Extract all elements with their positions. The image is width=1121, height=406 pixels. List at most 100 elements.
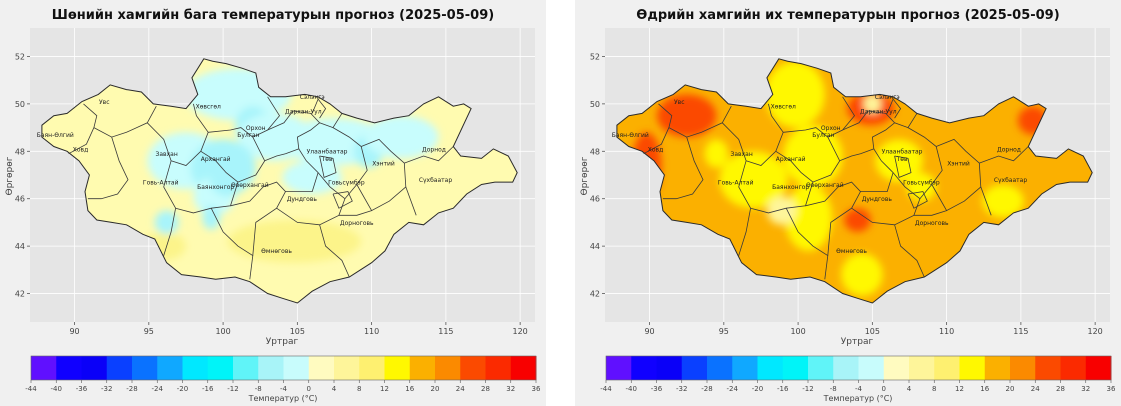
colorbar-segment <box>1085 356 1112 380</box>
x-tick-label: 100 <box>790 327 805 336</box>
colorbar-segment <box>81 356 108 380</box>
max-temp-map-panel: Өдрийн хамгийн их температурын прогноз (… <box>575 0 1121 406</box>
province-border <box>722 122 752 256</box>
region-label: Төв <box>896 156 908 163</box>
y-tick-label: 42 <box>590 290 600 299</box>
colorbar-tick-label: -36 <box>651 385 663 393</box>
colorbar-segment <box>707 356 733 380</box>
colorbar-tick-label: -4 <box>855 385 863 393</box>
province-border <box>894 224 925 278</box>
province-border <box>892 127 943 200</box>
colorbar-segment <box>1035 356 1061 380</box>
region-label: Орхон <box>821 125 841 132</box>
colorbar-tick-label: -44 <box>25 385 37 393</box>
region-label: Баян-Өлгий <box>612 132 649 139</box>
region-label: Дархан-Уул <box>860 108 897 115</box>
region-label: Увс <box>99 99 110 106</box>
region-label: Өвөрхангай <box>806 182 844 189</box>
colorbar-segment <box>656 356 683 380</box>
region-label: Дундговь <box>862 196 893 203</box>
colorbar-tick-label: 36 <box>1107 385 1116 393</box>
colorbar-segment <box>106 356 133 380</box>
region-label: Говьсүмбэр <box>903 179 940 186</box>
province-border <box>894 155 912 178</box>
colorbar-segment <box>132 356 158 380</box>
temperature-patch <box>202 205 221 230</box>
temperature-patch <box>863 94 882 114</box>
colorbar-segment <box>258 356 284 380</box>
province-border <box>405 186 417 216</box>
temperature-patch <box>783 125 843 187</box>
colorbar-tick-label: 32 <box>506 385 515 393</box>
province-border <box>907 191 928 209</box>
y-axis-label: Өргөрөг <box>5 156 15 195</box>
colorbar-tick-label: -32 <box>676 385 687 393</box>
colorbar-tick-label: 36 <box>532 385 541 393</box>
province-border <box>332 191 353 209</box>
x-tick-label: 120 <box>513 327 528 336</box>
x-tick-label: 115 <box>1013 327 1028 336</box>
province-border <box>662 136 704 200</box>
colorbar-segment <box>31 356 57 380</box>
province-border <box>980 186 992 216</box>
x-tick-label: 105 <box>290 327 305 336</box>
colorbar-segment <box>909 356 935 380</box>
y-tick-label: 46 <box>15 195 25 204</box>
colorbar-tick-label: -24 <box>727 385 739 393</box>
colorbar-segment <box>435 356 461 380</box>
x-axis-label: Уртраг <box>266 337 299 347</box>
x-tick-label: 95 <box>719 327 729 336</box>
colorbar-tick-label: -28 <box>126 385 137 393</box>
x-tick-label: 105 <box>865 327 880 336</box>
colorbar-segment <box>334 356 360 380</box>
region-label: Дархан-Уул <box>285 108 322 115</box>
region-label: Ховд <box>648 146 663 153</box>
colorbar-segment <box>732 356 758 380</box>
region-label: Орхон <box>246 125 266 132</box>
region-label: Архангай <box>201 156 231 163</box>
colorbar-tick-label: 32 <box>1081 385 1090 393</box>
x-tick-label: 100 <box>215 327 230 336</box>
temperature-patch <box>982 184 1024 218</box>
region-label: Булган <box>237 132 259 139</box>
y-tick-label: 48 <box>15 147 25 156</box>
colorbar-segment <box>984 356 1011 380</box>
region-label: Хэнтий <box>372 161 395 168</box>
colorbar-segment <box>606 356 632 380</box>
province-border <box>210 208 254 280</box>
colorbar-tick-label: 12 <box>380 385 389 393</box>
colorbar-segment <box>808 356 834 380</box>
min-temp-map-panel: Шөнийн хамгийн бага температурын прогноз… <box>0 0 546 406</box>
province-border <box>931 138 982 212</box>
province-border <box>311 98 327 119</box>
y-tick-label: 42 <box>15 290 25 299</box>
region-label: Өмнөговь <box>836 248 867 255</box>
country-border <box>616 58 1093 304</box>
colorbar-tick-label: -8 <box>830 385 837 393</box>
colorbar-segment <box>631 356 657 380</box>
colorbar-tick-label: 28 <box>1056 385 1065 393</box>
province-border <box>668 106 732 138</box>
temperature-patch <box>154 210 179 235</box>
province-border <box>93 106 157 138</box>
province-border <box>264 148 319 193</box>
region-label: Говь-Алтай <box>143 179 179 186</box>
region-label: Өвөрхангай <box>231 182 269 189</box>
temperature-patch <box>209 163 246 197</box>
province-border <box>979 146 1029 164</box>
map-title: Шөнийн хамгийн бага температурын прогноз… <box>52 8 494 23</box>
colorbar-tick-label: 0 <box>307 385 311 393</box>
x-tick-label: 120 <box>1088 327 1103 336</box>
colorbar-segment <box>1010 356 1036 380</box>
y-axis-label: Өргөрөг <box>580 156 590 195</box>
colorbar-segment <box>157 356 183 380</box>
x-tick-label: 110 <box>364 327 379 336</box>
temperature-patch <box>364 115 439 159</box>
x-tick-label: 90 <box>644 327 654 336</box>
temperature-patch <box>282 160 342 194</box>
colorbar-tick-label: -12 <box>227 385 238 393</box>
colorbar-segment <box>409 356 436 380</box>
country-border <box>41 58 518 304</box>
y-tick-label: 50 <box>15 100 25 109</box>
temperature-patch <box>765 61 825 128</box>
